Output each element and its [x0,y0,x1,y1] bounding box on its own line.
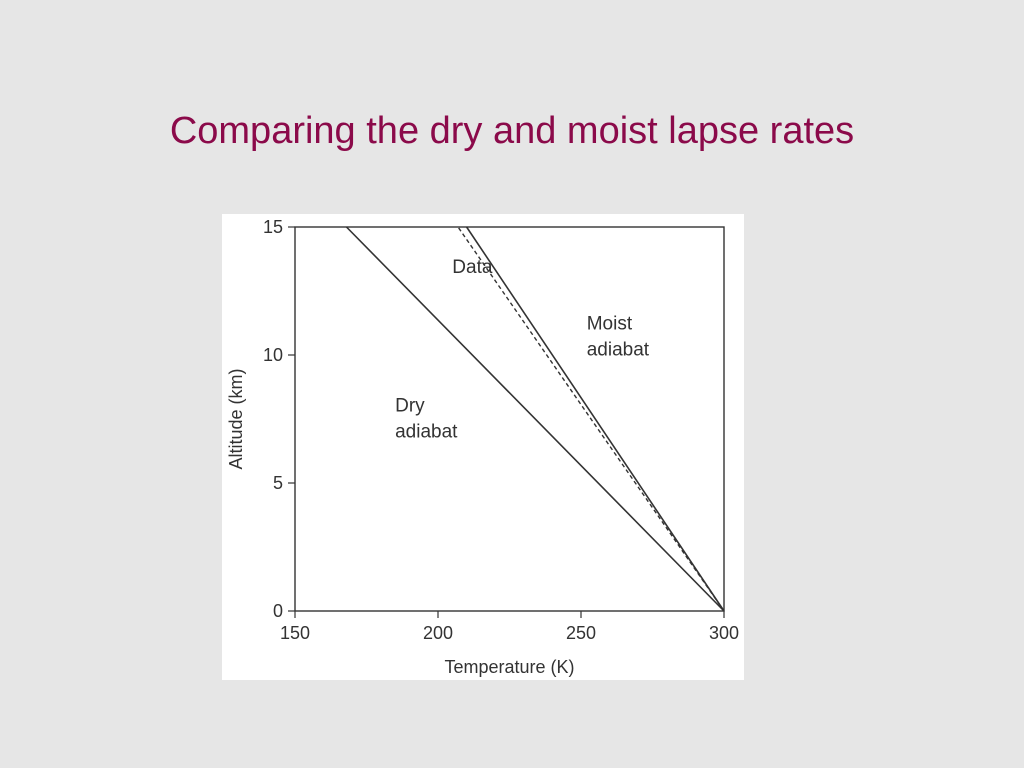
x-tick-label: 200 [423,623,453,643]
x-tick-label: 150 [280,623,310,643]
series-line-dry-adiabat [345,226,725,612]
plot-frame [294,226,725,612]
x-tick-label: 250 [566,623,596,643]
y-tick-label: 5 [273,473,283,493]
lapse-rate-chart: 150 200 250 300 0 5 10 15 Temperature (K) Altitud… [226,217,739,677]
annotation-label: Dry adiabat [395,395,458,442]
annotation-label: Moist adiabat [587,313,650,360]
chart-panel: 150 200 250 300 0 5 10 15 Temperature (K) Altitud… [222,214,744,680]
series-line-moist-adiabat [465,226,725,612]
x-axis-label: Temperature (K) [444,657,574,677]
y-axis-label: Altitude (km) [226,368,246,469]
y-tick-label: 0 [273,601,283,621]
x-tick-label: 300 [709,623,739,643]
slide-title: Comparing the dry and moist lapse rates [169,110,855,152]
series-line-data [457,226,725,612]
y-tick-label: 15 [263,217,283,237]
y-tick-label: 10 [263,345,283,365]
annotation-label: Data [452,257,493,278]
